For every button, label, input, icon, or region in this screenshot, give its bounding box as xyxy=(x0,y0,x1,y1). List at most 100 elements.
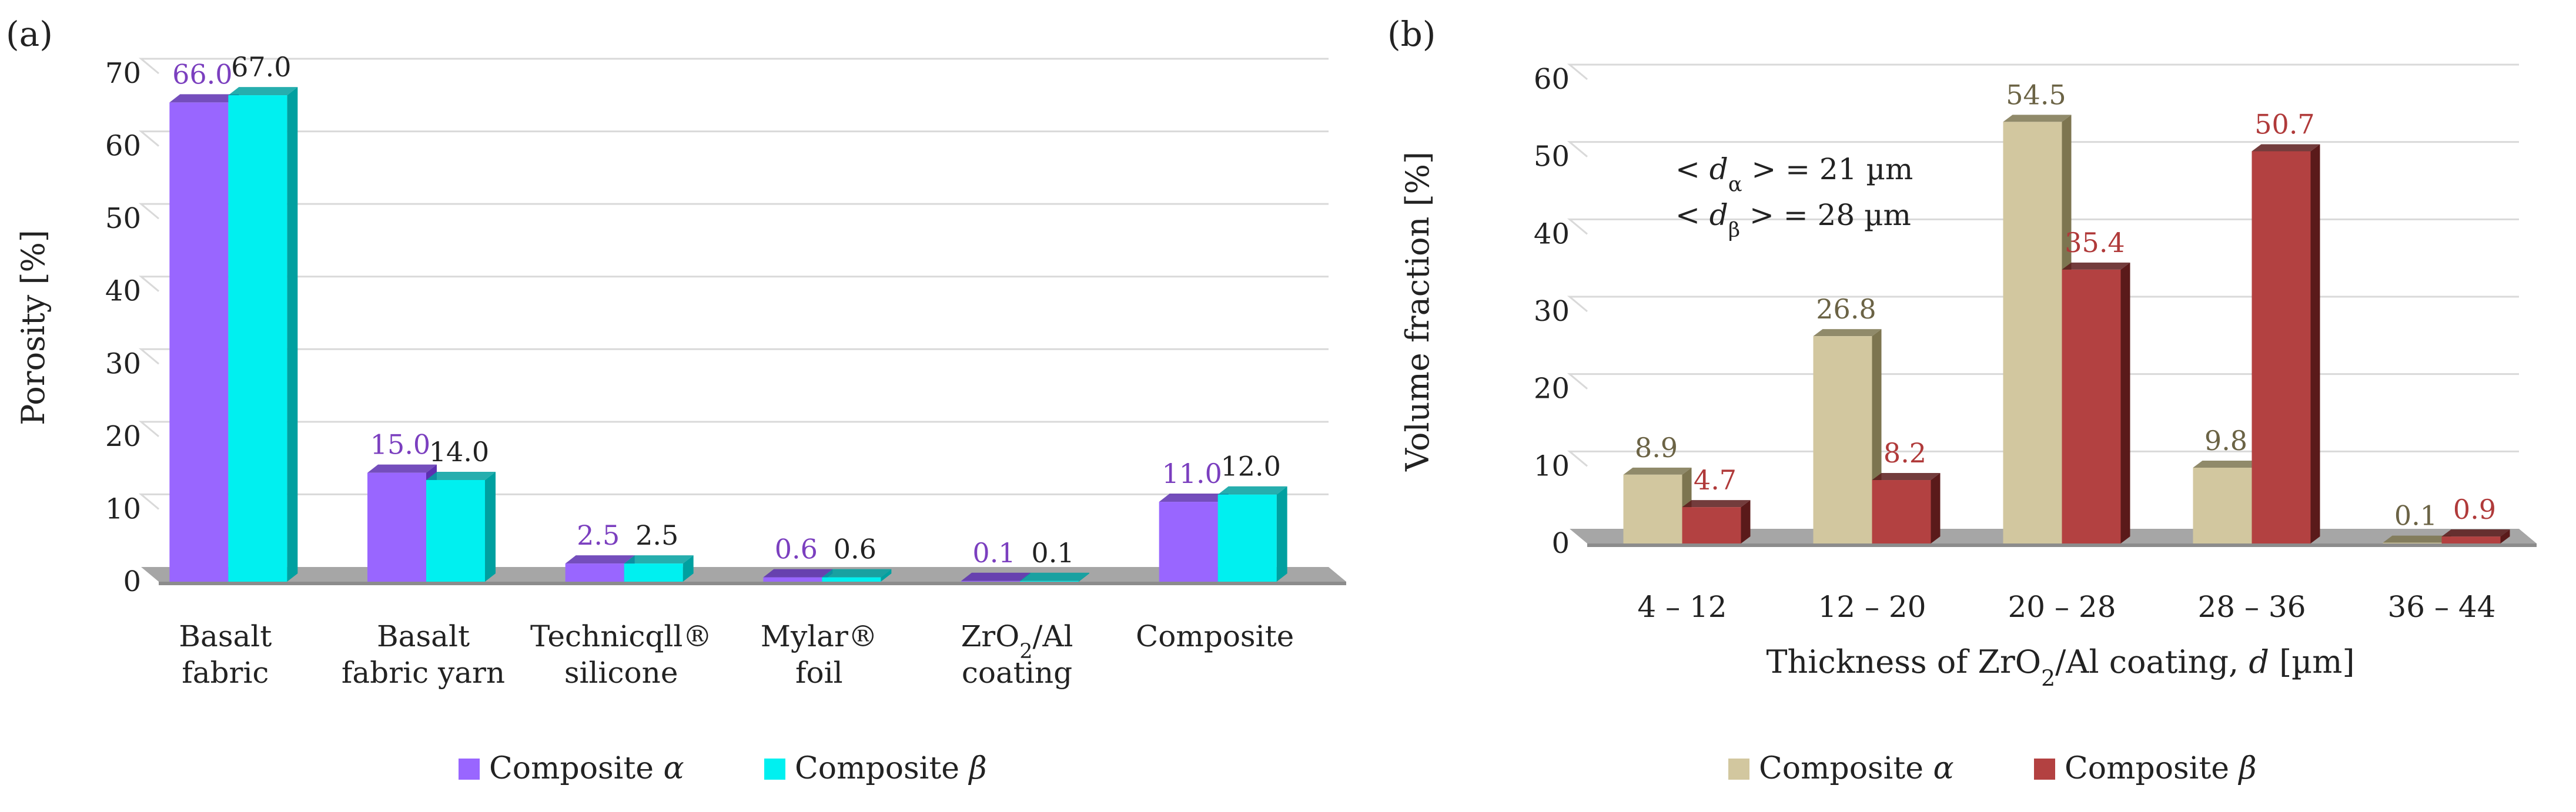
data-label: 8.2 xyxy=(1884,437,1926,469)
bar-top xyxy=(2062,262,2130,270)
x-tick-label: 20 – 28 xyxy=(2008,590,2116,624)
legend-entry: Composite β xyxy=(795,751,987,786)
bar-top xyxy=(565,555,635,564)
x-tick-label: 36 – 44 xyxy=(2387,590,2495,624)
bar-composite-α xyxy=(2193,467,2252,543)
x-tick-label: 12 – 20 xyxy=(1818,590,1926,624)
bar-top xyxy=(228,87,298,96)
x-tick-label: ZrO2/Al xyxy=(961,619,1073,663)
x-tick-label: 4 – 12 xyxy=(1637,590,1727,624)
bar-top xyxy=(961,572,1031,581)
bar-top xyxy=(763,569,833,578)
gridline xyxy=(1567,141,2519,157)
data-label: 14.0 xyxy=(429,436,489,468)
data-label: 35.4 xyxy=(2065,227,2125,259)
bar-top xyxy=(2383,535,2451,543)
gridline xyxy=(1567,450,2519,467)
data-label: 50.7 xyxy=(2254,108,2314,140)
bar-top xyxy=(1623,467,1692,475)
gridline xyxy=(1567,63,2519,80)
bar-side xyxy=(485,472,496,582)
bar-top xyxy=(1020,572,1089,581)
panel-label: (b) xyxy=(1387,14,1436,54)
chart-floor-edge xyxy=(159,582,1346,585)
x-tick-label: Technicqll® xyxy=(530,619,712,653)
data-label: 11.0 xyxy=(1162,458,1222,489)
bar-composite-α xyxy=(961,581,1020,582)
y-tick-label: 50 xyxy=(1534,140,1570,173)
bar-composite-α xyxy=(565,563,624,582)
gridline xyxy=(138,348,1329,365)
bar-top xyxy=(169,94,239,103)
gridline xyxy=(138,58,1329,75)
bar-top xyxy=(1682,500,1751,508)
legend-entry: Composite β xyxy=(2065,751,2257,786)
data-label: 54.5 xyxy=(2006,79,2066,110)
gridline xyxy=(1567,218,2519,235)
y-tick-label: 20 xyxy=(105,420,141,453)
x-tick-label: 28 – 36 xyxy=(2197,590,2306,624)
y-axis-label: Porosity [%] xyxy=(15,230,52,425)
chart-floor-edge xyxy=(1587,543,2537,547)
x-tick-label: fabric xyxy=(182,656,269,690)
y-tick-label: 50 xyxy=(105,202,141,235)
y-tick-label: 40 xyxy=(105,275,141,308)
data-label: 0.6 xyxy=(834,533,876,565)
porosity-chart: 0 10 20 30 40 50 60 70 Porosity [%] 66.067.0 Basal… xyxy=(6,14,1346,786)
x-tick-label: foil xyxy=(795,656,843,690)
x-tick-label: Basalt xyxy=(377,619,470,653)
volume-fraction-chart-panel: 0 10 20 30 40 50 60 Volume fraction [%] 8.9 4.7 4 … xyxy=(1370,0,2576,812)
bar-top xyxy=(2441,529,2510,537)
bar-top xyxy=(1872,473,1941,481)
legend-entry: Composite α xyxy=(1759,751,1954,786)
y-tick-label: 70 xyxy=(105,57,141,90)
gridline xyxy=(138,421,1329,438)
bar-composite-β xyxy=(822,577,881,582)
bar-top xyxy=(1159,494,1229,502)
legend-swatch xyxy=(459,759,480,780)
gridline xyxy=(138,130,1329,147)
y-tick-label: 30 xyxy=(105,347,141,380)
panel-label: (a) xyxy=(6,14,53,54)
bar-side xyxy=(1931,473,1941,543)
data-label: 15.0 xyxy=(370,429,430,461)
bar-top xyxy=(2003,115,2072,122)
bar-composite-β xyxy=(228,95,287,582)
bar-composite-β xyxy=(2062,269,2121,543)
bar-top xyxy=(367,464,437,473)
x-tick-label: coating xyxy=(962,656,1072,690)
data-label: 2.5 xyxy=(577,519,620,551)
y-tick-label: 40 xyxy=(1534,217,1570,250)
x-tick-label: silicone xyxy=(564,656,678,690)
bar-composite-α xyxy=(1813,336,1872,543)
x-axis-label: Thickness of ZrO2/Al coating, d [µm] xyxy=(1766,643,2354,691)
bar-side xyxy=(2500,529,2510,543)
bar-composite-β xyxy=(426,480,485,582)
data-label: 67.0 xyxy=(231,51,291,83)
bar-side xyxy=(2120,262,2130,543)
data-label: 9.8 xyxy=(2204,425,2247,457)
data-label: 66.0 xyxy=(172,58,232,90)
bar-composite-α xyxy=(1623,474,1682,543)
bar-composite-β xyxy=(1872,480,1931,543)
bar-composite-β xyxy=(2252,151,2311,543)
bar-composite-β xyxy=(1020,581,1079,582)
data-label: 0.1 xyxy=(972,537,1015,569)
data-label: 26.8 xyxy=(1816,293,1876,325)
y-tick-label: 10 xyxy=(1534,449,1570,482)
legend-entry: Composite α xyxy=(489,751,684,786)
data-label: 0.9 xyxy=(2453,494,2496,525)
y-tick-label: 60 xyxy=(1534,63,1570,96)
bar-composite-α xyxy=(763,577,822,582)
y-tick-label: 20 xyxy=(1534,373,1570,405)
data-label: 2.5 xyxy=(635,519,678,551)
bar-composite-β xyxy=(1217,494,1277,582)
bar-side xyxy=(1079,572,1089,582)
gridline xyxy=(1567,296,2519,313)
gridline xyxy=(138,276,1329,292)
porosity-chart-panel: 0 10 20 30 40 50 60 70 Porosity [%] 66.0 67.0 Basal… xyxy=(6,14,1346,786)
bar-side xyxy=(881,569,892,582)
annotation: < dβ > = 28 µm xyxy=(1675,198,1911,242)
bar-composite-β xyxy=(624,563,683,582)
bar-top xyxy=(2252,144,2320,152)
